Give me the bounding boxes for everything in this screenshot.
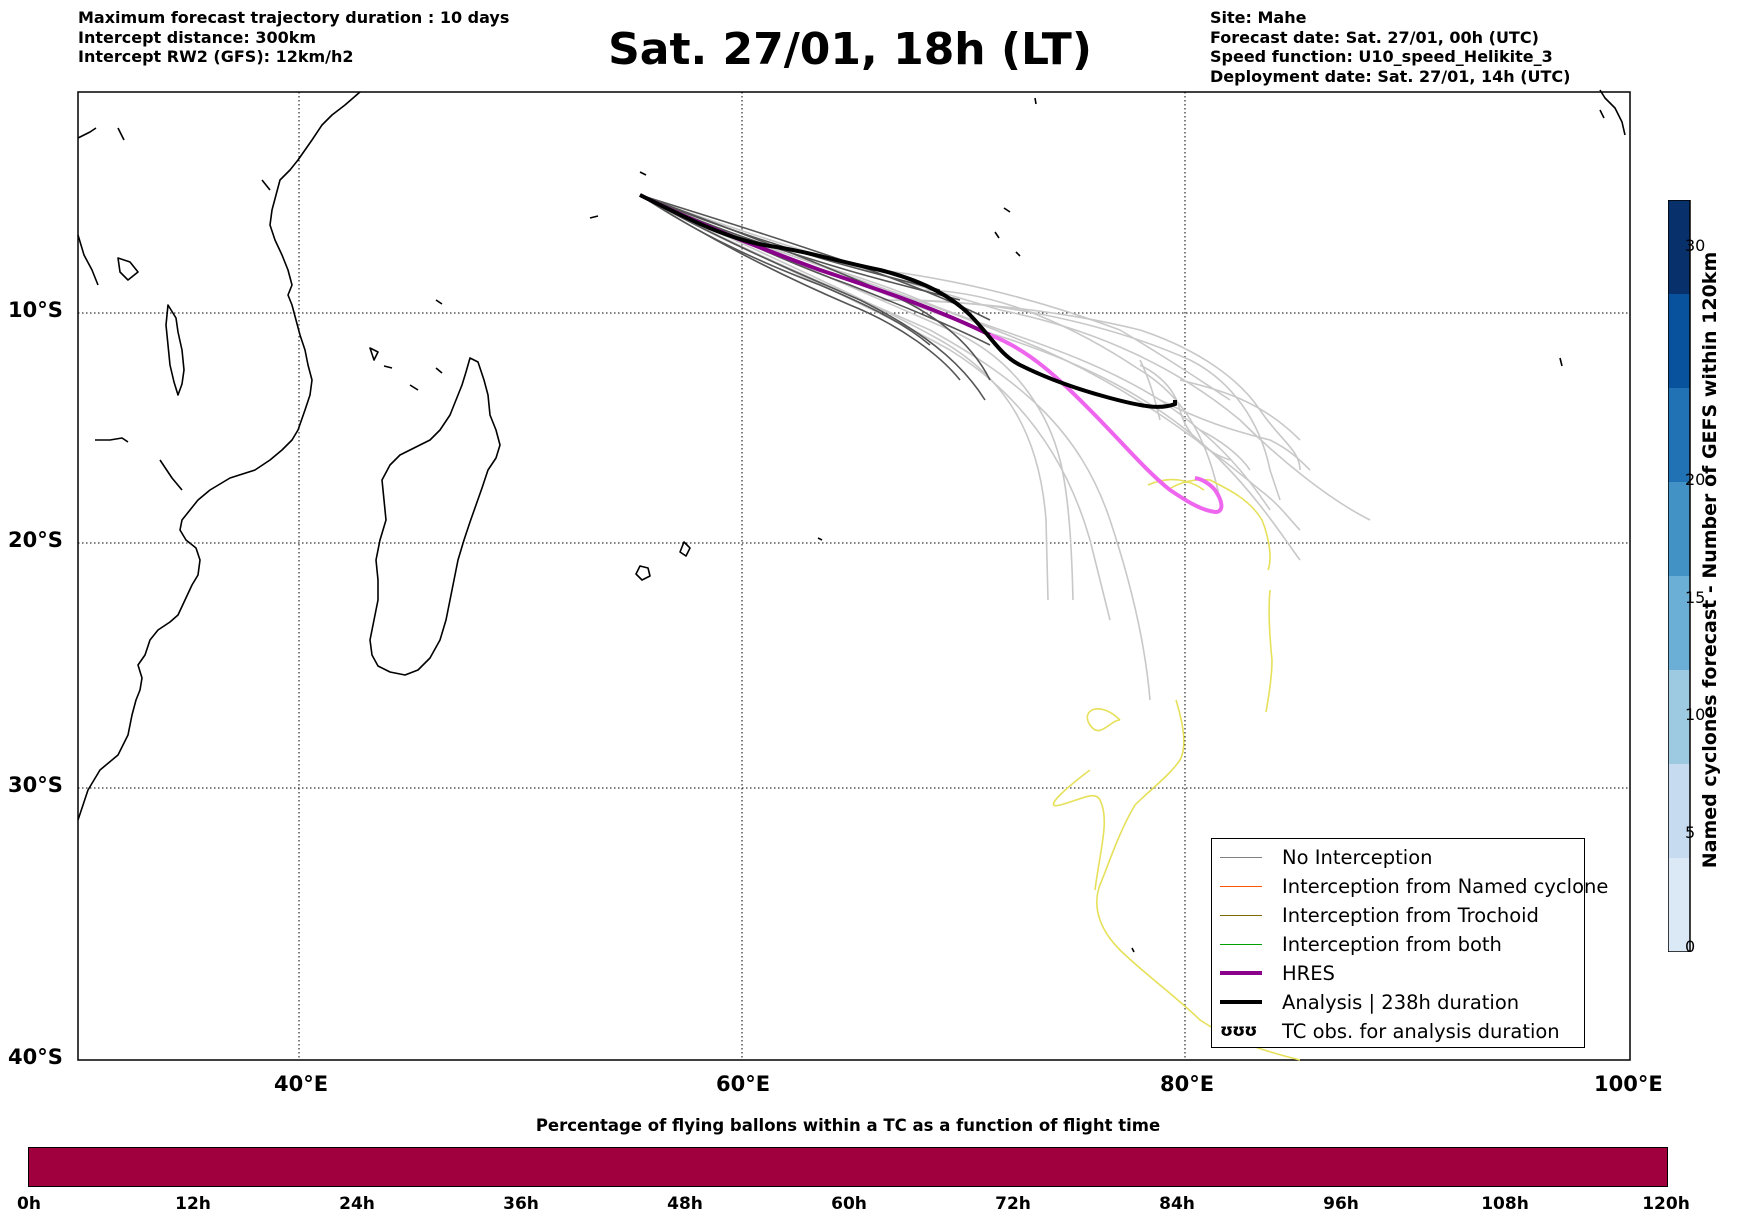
header-left-line: Intercept RW2 (GFS): 12km/h2 [78, 47, 354, 66]
colorbar-tick: 15 [1685, 588, 1706, 607]
flight-time-label: 48h [667, 1194, 703, 1214]
legend-label: TC obs. for analysis duration [1282, 1019, 1560, 1043]
flight-time-label: 84h [1159, 1194, 1195, 1214]
page-title: Sat. 27/01, 18h (LT) [608, 24, 1092, 75]
flight-time-label: 0h [17, 1194, 41, 1214]
legend-swatch [1220, 856, 1262, 858]
flight-time-label: 60h [831, 1194, 867, 1214]
legend-item: Interception from both [1220, 930, 1502, 958]
header-right-line: Site: Mahe [1210, 8, 1307, 27]
header-right-line: Deployment date: Sat. 27/01, 14h (UTC) [1210, 66, 1571, 86]
header-right-line: Speed function: U10_speed_Helikite_3 [1210, 47, 1553, 66]
colorbar-tick: 20 [1685, 470, 1706, 489]
lat-label: 10°S [8, 298, 63, 322]
legend-item: ʊʊʊ TC obs. for analysis duration [1220, 1017, 1560, 1045]
flight-time-title: Percentage of flying ballons within a TC… [535, 1116, 1161, 1135]
flight-time-bar [28, 1147, 1668, 1187]
cyclone-colorbar [1668, 200, 1691, 952]
legend-swatch [1220, 914, 1262, 916]
legend-item: Interception from Named cyclone [1220, 872, 1608, 900]
lat-label: 40°S [8, 1045, 63, 1069]
flight-time-label: 96h [1323, 1194, 1359, 1214]
legend-item: HRES [1220, 959, 1335, 987]
analysis-track [639, 193, 1177, 409]
legend-swatch [1220, 885, 1262, 887]
lon-label: 100°E [1594, 1072, 1663, 1096]
colorbar-tick: 0 [1685, 937, 1696, 956]
colorbar-tick: 5 [1685, 823, 1696, 842]
coastlines [77, 89, 1626, 953]
map-legend: No Interception Interception from Named … [1211, 838, 1608, 1048]
lon-label: 40°E [274, 1072, 329, 1096]
legend-item: Interception from Trochoid [1220, 901, 1539, 929]
header-right-info: Site: Mahe Forecast date: Sat. 27/01, 00… [1210, 8, 1570, 86]
flight-time-label: 36h [503, 1194, 539, 1214]
legend-swatch [1220, 943, 1262, 945]
legend-item: No Interception [1220, 843, 1433, 871]
legend-label: Interception from both [1282, 932, 1502, 956]
colorbar-tick: 10 [1685, 705, 1706, 724]
lat-label: 20°S [8, 528, 63, 552]
flight-time-label: 120h [1642, 1194, 1690, 1214]
flight-time-label: 12h [175, 1194, 211, 1214]
flight-time-label: 72h [995, 1194, 1031, 1214]
legend-label: No Interception [1282, 845, 1433, 869]
legend-item: Analysis | 238h duration [1220, 988, 1519, 1016]
flight-time-label: 24h [339, 1194, 375, 1214]
colorbar-title: Named cyclones forecast - Number of GEFS… [1699, 251, 1721, 869]
colorbar-tick: 30 [1685, 236, 1706, 255]
legend-swatch [1220, 1000, 1262, 1004]
flight-time-label: 108h [1481, 1194, 1529, 1214]
legend-label: Interception from Trochoid [1282, 903, 1539, 927]
header-left-line: Maximum forecast trajectory duration : 1… [78, 8, 510, 27]
lon-label: 80°E [1160, 1072, 1215, 1096]
header-left-info: Maximum forecast trajectory duration : 1… [78, 8, 509, 67]
header-left-line: Intercept distance: 300km [78, 27, 317, 47]
tc-observation-track [1052, 478, 1301, 1061]
legend-swatch [1220, 971, 1262, 975]
lat-label: 30°S [8, 773, 63, 797]
header-right-line: Forecast date: Sat. 27/01, 00h (UTC) [1210, 27, 1539, 47]
legend-label: HRES [1282, 961, 1335, 985]
lon-label: 60°E [716, 1072, 771, 1096]
legend-label: Interception from Named cyclone [1282, 874, 1609, 898]
legend-label: Analysis | 238h duration [1282, 990, 1520, 1014]
tc-symbol-icon: ʊʊʊ [1220, 1021, 1257, 1041]
